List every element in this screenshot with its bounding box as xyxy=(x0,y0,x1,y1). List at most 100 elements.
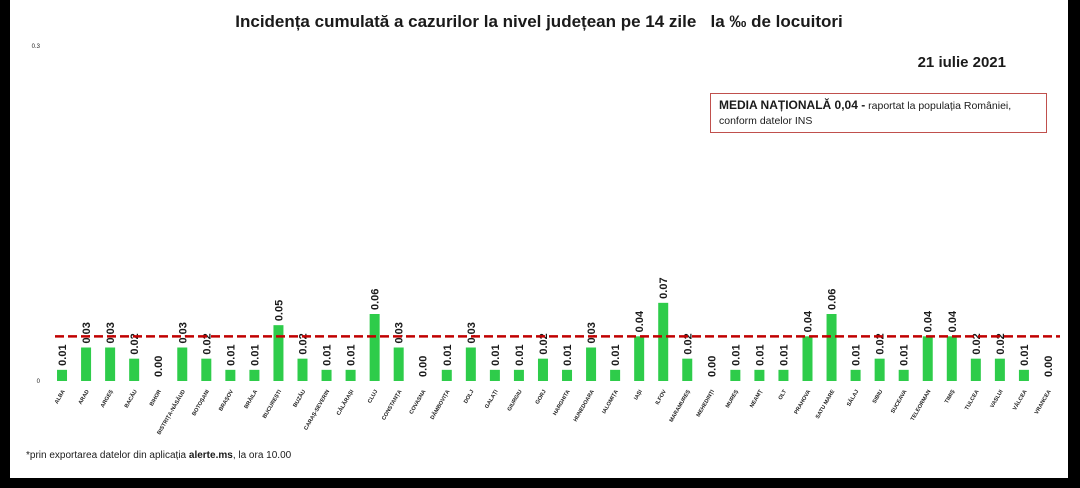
data-label: 0.03 xyxy=(466,322,478,343)
data-label: 0.02 xyxy=(129,333,141,354)
category-label: CARAȘ-SEVERIN xyxy=(303,389,331,431)
data-label: 0.01 xyxy=(322,344,334,365)
data-label: 0.00 xyxy=(1043,356,1055,377)
category-label: MEHEDINȚI xyxy=(696,389,717,419)
data-label: 0.04 xyxy=(803,310,815,332)
national-average-label: MEDIA NAȚIONALĂ 0,04 - xyxy=(719,98,866,112)
category-label: MARAMUREȘ xyxy=(669,389,693,424)
category-label: SIBIU xyxy=(872,389,885,405)
category-label: BUZĂU xyxy=(292,388,308,408)
category-label: BOTOȘANI xyxy=(191,389,211,417)
bar xyxy=(562,369,573,381)
category-label: VASLUI xyxy=(990,389,1005,410)
category-label: BUCUREȘTI xyxy=(262,389,283,420)
data-label: 0.01 xyxy=(730,344,742,365)
category-label: SĂLAJ xyxy=(845,389,860,408)
footnote-app: alerte.ms xyxy=(188,450,233,461)
data-label: 0.00 xyxy=(153,356,165,377)
chart-slide: Incidența cumulată a cazurilor la nivel … xyxy=(10,0,1068,478)
category-label: ALBA xyxy=(54,389,67,405)
chart-title: Incidența cumulată a cazurilor la nivel … xyxy=(235,12,843,31)
category-label: NEAMȚ xyxy=(749,388,764,408)
bar xyxy=(201,358,212,381)
data-label: 0.01 xyxy=(514,344,526,365)
category-label: GIURGIU xyxy=(507,389,524,412)
category-label: BIHOR xyxy=(149,389,163,407)
data-label: 0.02 xyxy=(971,333,983,354)
bar xyxy=(922,336,933,381)
footnote: *prin exportarea datelor din aplicația a… xyxy=(26,450,291,461)
bar xyxy=(682,358,693,381)
data-label: 0.01 xyxy=(1019,344,1031,365)
data-label: 0.02 xyxy=(995,333,1007,354)
category-label: VRANCEA xyxy=(1034,389,1053,416)
bar-chart: 0 0.3 0.01 ALBA 0.03 ARAD 0.03 ARGEȘ 0.02 BACĂU 0.… xyxy=(32,44,1060,436)
category-label: ARAD xyxy=(78,389,91,406)
category-label: IAȘI xyxy=(633,389,644,402)
category-label: DÂMBOVIȚA xyxy=(429,388,452,420)
bar xyxy=(513,369,524,381)
category-label: ILFOV xyxy=(655,389,668,406)
bar xyxy=(441,369,452,381)
bar xyxy=(730,369,741,381)
bar xyxy=(610,369,621,381)
bar xyxy=(489,369,500,381)
data-label: 0.02 xyxy=(298,333,310,354)
category-label: SATU MARE xyxy=(815,389,837,420)
category-label: TIMIȘ xyxy=(944,389,957,405)
category-label: CLUJ xyxy=(367,389,379,404)
bar xyxy=(297,358,308,381)
bar xyxy=(369,314,380,381)
bar xyxy=(802,336,813,381)
data-label: 0.03 xyxy=(105,322,117,343)
category-label: GORJ xyxy=(535,389,548,406)
category-label: MUREȘ xyxy=(725,389,740,409)
bar xyxy=(465,347,476,381)
data-label: 0.03 xyxy=(81,322,93,343)
data-label: 0.07 xyxy=(658,277,670,298)
bar xyxy=(81,347,92,381)
data-label: 0.02 xyxy=(875,333,887,354)
category-label: IALOMIȚA xyxy=(601,389,619,415)
data-label: 0.01 xyxy=(490,344,502,365)
bar xyxy=(225,369,236,381)
category-label: BRAȘOV xyxy=(218,389,235,413)
data-label: 0.02 xyxy=(201,333,213,354)
national-average-box: MEDIA NAȚIONALĂ 0,04 - raportat la popul… xyxy=(710,93,1047,133)
data-label: 0.05 xyxy=(273,300,285,321)
data-label: 0.00 xyxy=(706,356,718,377)
bar xyxy=(970,358,981,381)
category-label: CONSTANȚA xyxy=(381,389,403,422)
category-label: PRAHOVA xyxy=(793,389,812,415)
data-label: 0.01 xyxy=(442,344,454,365)
bar xyxy=(537,358,548,381)
footnote-suffix: , la ora 10.00 xyxy=(232,450,292,461)
data-label: 0.01 xyxy=(346,344,358,365)
data-label: 0.03 xyxy=(394,322,406,343)
category-label: OLT xyxy=(778,388,789,401)
y-tick-label: 0.3 xyxy=(32,44,41,50)
data-label: 0.01 xyxy=(562,344,574,365)
data-label: 0.01 xyxy=(754,344,766,365)
category-label: TELEORMAN xyxy=(910,389,933,422)
bar xyxy=(658,302,669,381)
data-label: 0.04 xyxy=(923,310,935,332)
bar xyxy=(946,336,957,381)
bar xyxy=(754,369,765,381)
data-label: 0.03 xyxy=(177,322,189,343)
data-label: 0.01 xyxy=(57,344,69,365)
data-label: 0.04 xyxy=(947,310,959,332)
bar xyxy=(778,369,789,381)
y-tick-label: 0 xyxy=(37,379,41,385)
category-label: HUNEDOARA xyxy=(573,389,596,423)
category-label: DOLJ xyxy=(463,389,476,405)
bar xyxy=(826,314,837,381)
bar xyxy=(57,369,68,381)
data-label: 0.01 xyxy=(249,344,261,365)
category-label: SUCEAVA xyxy=(890,389,908,415)
bar xyxy=(321,369,332,381)
data-label: 0.01 xyxy=(851,344,863,365)
bar xyxy=(177,347,188,381)
data-label: 0.01 xyxy=(225,344,237,365)
data-label: 0.02 xyxy=(682,333,694,354)
